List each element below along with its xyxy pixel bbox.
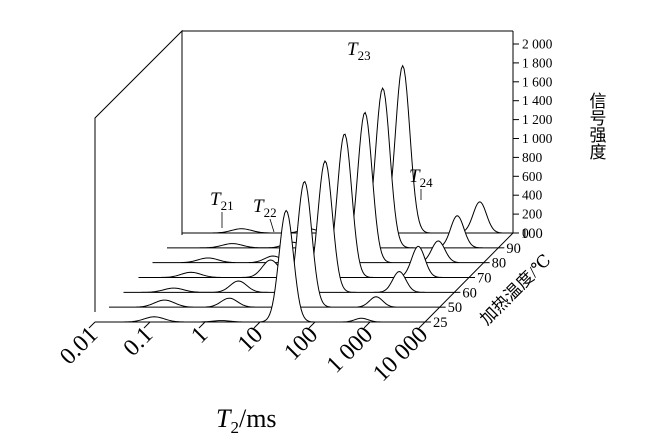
y-tick-label: 1 800 <box>522 55 553 70</box>
y-tick-label: 600 <box>522 169 543 184</box>
x-tick-mark <box>363 321 371 329</box>
y-tick-label: 1 400 <box>522 93 553 108</box>
x-tick-label: 100 <box>279 322 323 366</box>
x-tick-mark <box>143 321 151 329</box>
y-tick-label: 400 <box>522 188 543 203</box>
y-tick-label: 2 000 <box>522 37 553 52</box>
peak-label-t22-leader <box>269 218 275 233</box>
z-tick-label: 80 <box>492 256 507 272</box>
y-tick-label: 1 000 <box>522 131 553 146</box>
x-tick-label: 1 <box>186 322 213 349</box>
y-tick-label: 1 200 <box>522 112 553 127</box>
x-tick-label: 0.01 <box>55 322 103 370</box>
x-tick-mark <box>88 321 96 329</box>
peak-label-t22: T22 <box>253 196 277 220</box>
x-axis-title: T2/ms <box>216 404 277 437</box>
z-tick-label: 70 <box>477 271 492 287</box>
y-tick-label: 1 600 <box>522 74 553 89</box>
y-tick-label: 0 <box>522 226 529 241</box>
back-wall-left-panel <box>94 29 183 312</box>
peak-label-t21: T21 <box>210 189 234 213</box>
y-axis-ticks: 0 200 400 600 800 1 000 1 200 1 400 1 600 1 800 2 … <box>513 37 553 241</box>
z-tick-label: 25 <box>433 315 448 331</box>
x-tick-mark <box>198 321 206 329</box>
y-tick-label: 200 <box>522 207 543 222</box>
x-tick-label: 10 <box>233 322 268 357</box>
spectrum-line-25 <box>95 209 425 323</box>
x-tick-mark <box>418 321 426 329</box>
x-tick-label: 0.1 <box>119 322 159 362</box>
spectrum-series <box>95 64 513 323</box>
y-axis-title: 信号强度 <box>587 92 607 160</box>
z-tick-label: 90 <box>506 241 521 257</box>
x-tick-mark <box>308 321 316 329</box>
z-tick-label: 50 <box>448 300 463 316</box>
x-tick-label: 10 000 <box>368 322 433 387</box>
z-tick-label: 100 <box>521 226 543 242</box>
z-tick-label: 60 <box>462 285 477 301</box>
x-tick-mark <box>253 321 261 329</box>
peak-label-t24: T24 <box>409 166 433 190</box>
y-tick-label: 800 <box>522 150 543 165</box>
peak-label-t23: T23 <box>347 39 371 63</box>
